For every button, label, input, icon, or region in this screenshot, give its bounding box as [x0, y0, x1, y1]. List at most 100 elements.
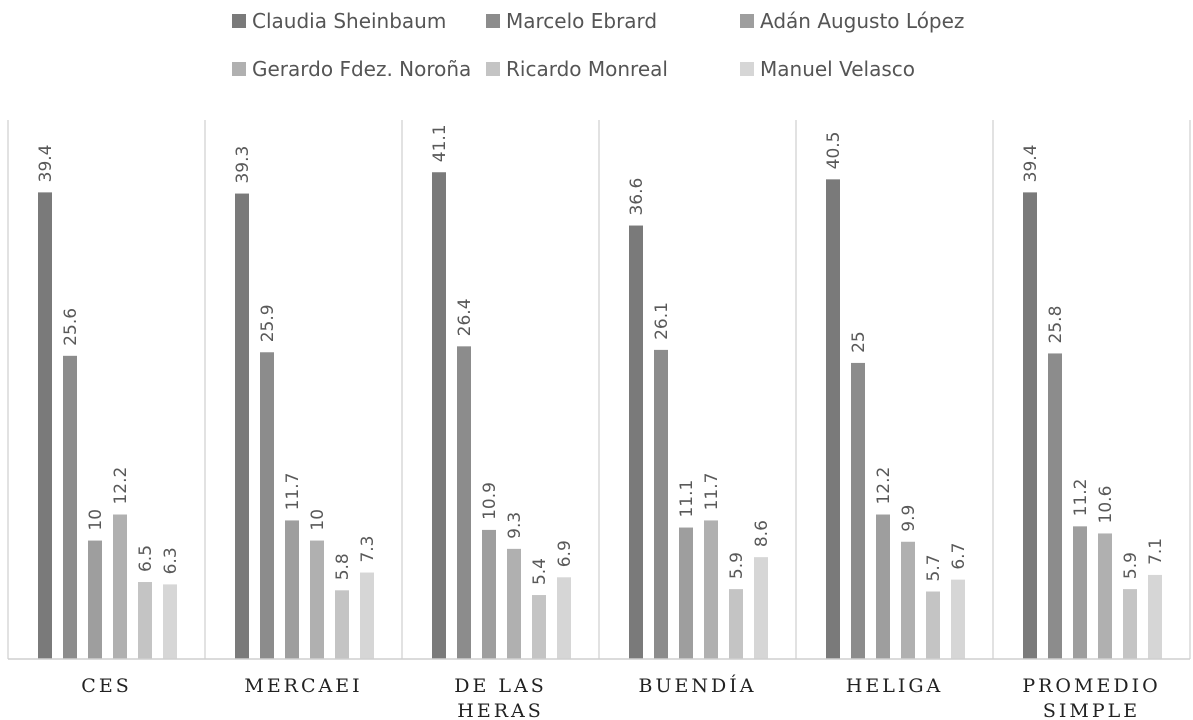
value-label: 9.9 — [899, 505, 919, 532]
category-label-line: BUENDÍA — [639, 674, 757, 697]
category-labels: CES MERCAEI DE LAS HERAS BUENDÍA HELIGA PROMED… — [81, 674, 1160, 720]
value-label: 26.4 — [455, 298, 475, 336]
value-label: 8.6 — [752, 520, 772, 547]
legend-item-claudia-sheinbaum: Claudia Sheinbaum — [232, 9, 446, 33]
value-label: 12.2 — [874, 467, 894, 505]
bar-de-las-heras-ricardo-monreal — [532, 595, 546, 659]
bar-mercaei-claudia-sheinbaum — [235, 193, 249, 659]
legend-item-ricardo-monreal: Ricardo Monreal — [486, 57, 668, 81]
bar-mercaei-ricardo-monreal — [335, 590, 349, 659]
bar-heliga-manuel-velasco — [951, 579, 965, 659]
bar-mercaei-gerardo-fdez-norona — [310, 540, 324, 659]
bar-promedio-simple-marcelo-ebrard — [1048, 353, 1062, 659]
value-label: 11.2 — [1071, 478, 1091, 516]
category-label-line: HELIGA — [846, 675, 943, 697]
bar-promedio-simple-adan-augusto-lopez — [1073, 526, 1087, 659]
category-label-heliga: HELIGA — [846, 675, 943, 697]
value-label: 39.4 — [1021, 145, 1041, 183]
legend-swatch — [486, 62, 500, 76]
bar-mercaei-manuel-velasco — [360, 572, 374, 659]
bar-buendia-marcelo-ebrard — [654, 349, 668, 659]
bar-heliga-claudia-sheinbaum — [826, 179, 840, 659]
value-label: 11.7 — [702, 473, 722, 511]
legend: Claudia Sheinbaum Marcelo Ebrard Adán Augu… — [232, 9, 964, 81]
bar-promedio-simple-manuel-velasco — [1148, 574, 1162, 659]
bar-heliga-marcelo-ebrard — [851, 362, 865, 659]
bar-ces-adan-augusto-lopez — [88, 540, 102, 659]
value-label: 7.1 — [1146, 538, 1166, 565]
bar-de-las-heras-claudia-sheinbaum — [432, 172, 446, 659]
bar-ces-claudia-sheinbaum — [38, 192, 52, 659]
value-label: 25 — [849, 331, 869, 353]
bar-ces-gerardo-fdez-norona — [113, 514, 127, 659]
bar-mercaei-marcelo-ebrard — [260, 352, 274, 659]
category-label-line: DE LAS — [454, 675, 547, 697]
value-label: 26.1 — [652, 302, 672, 340]
category-label-mercaei: MERCAEI — [244, 675, 362, 697]
bar-de-las-heras-manuel-velasco — [557, 577, 571, 659]
bar-promedio-simple-claudia-sheinbaum — [1023, 192, 1037, 659]
value-label: 12.2 — [111, 467, 131, 505]
bar-de-las-heras-adan-augusto-lopez — [482, 529, 496, 659]
legend-item-gerardo-fdez-norona: Gerardo Fdez. Noroña — [232, 57, 471, 81]
legend-swatch — [486, 14, 500, 28]
bar-heliga-gerardo-fdez-norona — [901, 541, 915, 659]
value-label: 10.9 — [480, 482, 500, 520]
value-label: 5.9 — [1121, 552, 1141, 579]
value-label: 39.3 — [233, 146, 253, 184]
value-label: 39.4 — [36, 145, 56, 183]
category-label-line: HERAS — [457, 700, 543, 720]
bar-de-las-heras-marcelo-ebrard — [457, 346, 471, 659]
bar-promedio-simple-gerardo-fdez-norona — [1098, 533, 1112, 659]
value-label: 25.9 — [258, 304, 278, 342]
value-label: 6.3 — [161, 547, 181, 574]
value-label: 36.6 — [627, 178, 647, 216]
value-label: 10.6 — [1096, 486, 1116, 524]
value-label: 6.7 — [949, 543, 969, 570]
value-label: 40.5 — [824, 131, 844, 169]
bar-mercaei-adan-augusto-lopez — [285, 520, 299, 659]
legend-label: Adán Augusto López — [760, 9, 964, 33]
value-label: 9.3 — [505, 512, 525, 539]
legend-swatch — [232, 14, 246, 28]
bar-buendia-manuel-velasco — [754, 557, 768, 659]
legend-item-manuel-velasco: Manuel Velasco — [740, 57, 915, 81]
legend-label: Ricardo Monreal — [506, 57, 668, 81]
value-label: 5.4 — [530, 558, 550, 585]
legend-label: Marcelo Ebrard — [506, 9, 657, 33]
value-label: 41.1 — [430, 124, 450, 162]
bar-buendia-claudia-sheinbaum — [629, 225, 643, 659]
legend-label: Claudia Sheinbaum — [252, 9, 446, 33]
bar-heliga-adan-augusto-lopez — [876, 514, 890, 659]
category-label-promedio-simple: PROMEDIO SIMPLE — [1022, 675, 1160, 720]
value-label: 25.6 — [61, 308, 81, 346]
legend-item-adan-augusto-lopez: Adán Augusto López — [740, 9, 964, 33]
value-label: 6.9 — [555, 540, 575, 567]
value-label: 5.9 — [727, 552, 747, 579]
category-dividers — [7, 120, 1191, 659]
category-label-line: SIMPLE — [1043, 700, 1140, 720]
legend-label: Gerardo Fdez. Noroña — [252, 57, 471, 81]
value-label: 11.7 — [283, 473, 303, 511]
category-label-de-las-heras: DE LAS HERAS — [454, 675, 547, 720]
bar-heliga-ricardo-monreal — [926, 591, 940, 659]
value-label: 10 — [86, 509, 106, 531]
value-label: 10 — [308, 509, 328, 531]
value-label: 11.1 — [677, 480, 697, 518]
bar-buendia-ricardo-monreal — [729, 589, 743, 659]
category-label-line: MERCAEI — [244, 675, 362, 697]
legend-swatch — [740, 14, 754, 28]
bar-ces-marcelo-ebrard — [63, 355, 77, 659]
category-label-line: CES — [81, 675, 131, 697]
legend-swatch — [232, 62, 246, 76]
category-label-buendia: BUENDÍA — [639, 674, 757, 697]
bar-promedio-simple-ricardo-monreal — [1123, 589, 1137, 659]
value-label: 5.7 — [924, 554, 944, 581]
value-label: 5.8 — [333, 553, 353, 580]
bars — [38, 172, 1162, 659]
value-label: 6.5 — [136, 545, 156, 572]
value-label: 7.3 — [358, 535, 378, 562]
category-label-line: PROMEDIO — [1022, 675, 1160, 697]
